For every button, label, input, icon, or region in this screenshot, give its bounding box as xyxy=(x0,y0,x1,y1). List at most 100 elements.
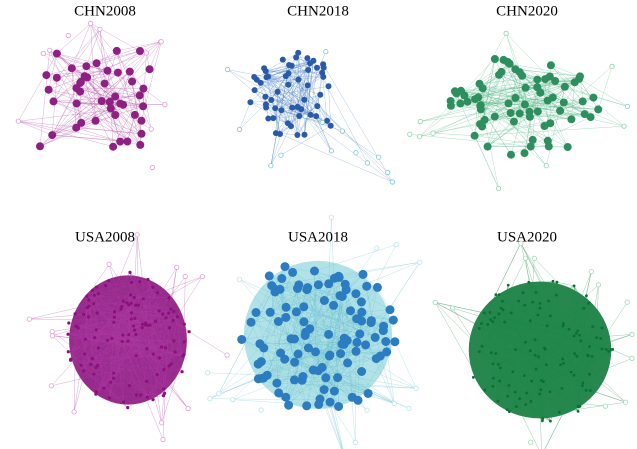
network-node xyxy=(272,130,279,137)
network-node xyxy=(575,354,579,358)
panel-title: USA2018 xyxy=(288,229,348,245)
network-node xyxy=(52,49,61,58)
network-node xyxy=(562,362,565,365)
network-node xyxy=(106,104,115,113)
network-node xyxy=(600,326,604,330)
network-node xyxy=(302,113,308,119)
network-node xyxy=(293,54,300,61)
network-node xyxy=(267,281,277,291)
network-node xyxy=(602,403,609,409)
network-node xyxy=(91,116,100,125)
network-node xyxy=(528,439,534,445)
network-node xyxy=(364,407,370,413)
network-node xyxy=(107,396,111,400)
network-node xyxy=(119,100,128,109)
network-node xyxy=(523,303,527,307)
network-node xyxy=(145,379,149,383)
network-node xyxy=(499,55,508,64)
network-node xyxy=(111,111,120,119)
network-node xyxy=(561,357,565,361)
network-node xyxy=(299,302,309,312)
network-node xyxy=(257,79,264,86)
network-node xyxy=(171,318,175,323)
network-node xyxy=(538,306,542,310)
network-node xyxy=(314,64,320,71)
network-node xyxy=(288,62,295,69)
network-node xyxy=(294,132,301,138)
network-node xyxy=(371,354,381,364)
network xyxy=(407,30,631,191)
network-node xyxy=(324,117,331,124)
network-node xyxy=(488,311,492,314)
network-node xyxy=(140,326,144,330)
network-node xyxy=(104,284,108,288)
network xyxy=(26,232,230,443)
network-node xyxy=(572,334,576,338)
network-node xyxy=(268,163,274,169)
network-node xyxy=(515,405,518,408)
network-node xyxy=(538,302,542,305)
network-node xyxy=(162,387,166,391)
network-node xyxy=(329,386,339,396)
network-node xyxy=(182,273,188,280)
network-node xyxy=(159,420,165,426)
network-node xyxy=(475,79,484,88)
panel-title: USA2020 xyxy=(497,229,557,245)
network-node xyxy=(301,131,308,138)
network-node xyxy=(584,388,588,392)
network-node xyxy=(36,142,44,151)
network-node xyxy=(106,338,110,342)
network-node xyxy=(560,82,569,91)
network-node xyxy=(480,322,483,325)
network-node xyxy=(561,324,565,328)
network-node xyxy=(173,350,177,354)
network-node xyxy=(321,373,331,383)
network-node xyxy=(296,113,303,119)
network-node xyxy=(432,299,438,305)
network-node xyxy=(76,326,80,330)
network-node xyxy=(417,259,423,265)
network-node xyxy=(253,359,263,369)
network-node xyxy=(595,282,602,288)
network-node xyxy=(125,67,134,76)
network-node xyxy=(503,320,507,324)
network-node xyxy=(132,295,136,300)
network-node xyxy=(132,328,137,332)
network-node xyxy=(379,321,389,331)
network-node xyxy=(280,262,290,272)
network-node xyxy=(491,362,495,366)
network-node xyxy=(526,142,535,151)
network-node xyxy=(317,362,327,372)
network-node xyxy=(155,373,159,377)
panel-title: USA2008 xyxy=(75,229,135,245)
network-node xyxy=(594,105,603,114)
network-node xyxy=(49,97,58,106)
network-node xyxy=(340,279,350,289)
network-node xyxy=(490,112,499,121)
network-node xyxy=(133,316,137,320)
network-node xyxy=(298,372,308,381)
network-edges xyxy=(29,234,228,440)
network-node xyxy=(138,280,142,284)
network-node xyxy=(576,410,580,413)
network-node xyxy=(587,302,591,305)
network-node xyxy=(164,316,168,320)
network-node xyxy=(524,403,528,406)
network-node xyxy=(158,356,162,360)
network-node xyxy=(129,317,133,321)
network-node xyxy=(543,163,549,169)
network-node xyxy=(504,99,513,108)
network-node xyxy=(139,102,148,111)
network-node xyxy=(121,299,125,303)
network-node xyxy=(273,317,283,326)
network-node xyxy=(148,126,154,132)
network-node xyxy=(77,118,86,127)
network-node xyxy=(83,337,88,341)
network-node xyxy=(288,267,298,277)
network-node xyxy=(169,307,173,311)
network-node xyxy=(548,93,557,102)
network-node xyxy=(293,349,303,359)
network-node xyxy=(539,388,543,392)
network-node xyxy=(478,122,487,131)
network-node xyxy=(556,106,565,115)
